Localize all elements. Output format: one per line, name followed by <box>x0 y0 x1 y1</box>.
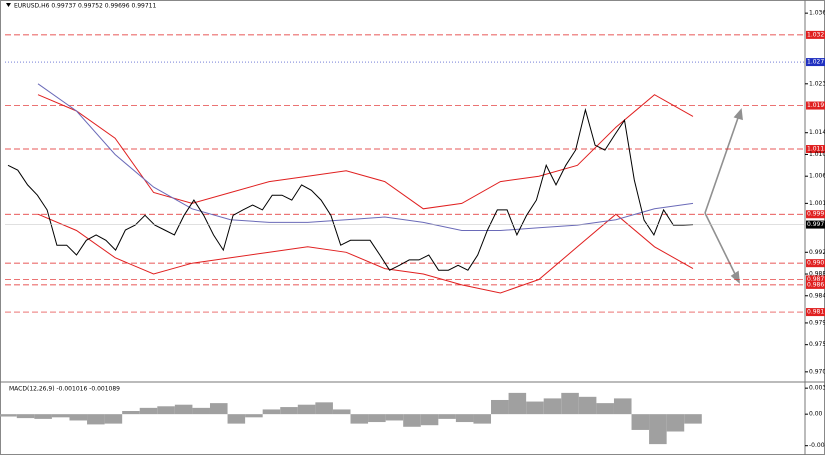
macd-bar <box>508 392 527 415</box>
macd-bar <box>473 414 492 424</box>
level-label-box <box>806 210 825 219</box>
y-tick-label: 0.988 <box>809 271 825 278</box>
y-tick-label: 1.036 <box>809 10 825 17</box>
y-tick-label: 0.979 <box>809 319 825 326</box>
macd-bar <box>280 407 298 415</box>
macd-bar <box>192 407 210 415</box>
price-label-box <box>806 220 825 229</box>
level-label: 0.981 <box>807 309 824 316</box>
macd-bar <box>420 414 439 426</box>
level-label: 0.999 <box>807 211 824 218</box>
macd-bar <box>0 414 17 417</box>
macd-bar <box>262 409 281 415</box>
y-tick-label: 0.0033 <box>809 385 825 392</box>
macd-bar <box>438 414 456 419</box>
level-label: 0.987 <box>807 276 824 283</box>
y-tick-label: 1.006 <box>809 173 825 180</box>
macd-bar <box>491 399 509 415</box>
macd-bar <box>455 414 474 423</box>
level-label-box <box>806 259 825 268</box>
y-tick-label: 1.014 <box>809 129 825 136</box>
y-tick-label: 0.970 <box>809 368 825 375</box>
level-label-box <box>806 101 825 110</box>
forecast-arrows <box>704 108 743 284</box>
macd-bar <box>245 414 263 418</box>
macd-bar <box>297 404 316 415</box>
y-tick-label: -0.004 <box>809 442 825 449</box>
band-line <box>37 94 694 210</box>
macd-bar <box>684 414 702 424</box>
macd-bar <box>649 414 667 445</box>
macd-bar <box>578 396 597 415</box>
macd-bar <box>332 409 351 415</box>
macd-bar <box>596 403 614 415</box>
macd-bar <box>227 414 246 424</box>
macd-bar <box>631 414 650 430</box>
price-label: 0.997 <box>807 221 824 228</box>
macd-bar <box>209 403 228 415</box>
macd-bar <box>16 414 35 419</box>
y-tick-label: 1.001 <box>809 200 825 207</box>
macd-bar <box>139 407 158 415</box>
price-line <box>7 107 694 271</box>
macd-title: MACD(12,26,9) -0.001016 -0.001089 <box>9 386 120 393</box>
macd-bar <box>87 414 105 425</box>
level-label: 1.019 <box>807 102 824 109</box>
level-label: 0.986 <box>807 281 824 288</box>
chart-title: EURUSD,H6 0.99737 0.99752 0.99696 0.9971… <box>14 3 156 10</box>
level-label-box <box>806 280 825 289</box>
level-label: 1.032 <box>807 31 824 38</box>
macd-bar <box>666 414 685 432</box>
level-label-box <box>806 58 825 67</box>
level-label: 1.027 <box>807 59 824 66</box>
macd-bar <box>157 406 175 415</box>
macd-bar <box>34 414 52 419</box>
macd-bar <box>613 398 632 415</box>
macd-bar <box>69 414 88 421</box>
macd-bar <box>385 414 404 421</box>
menu-arrow[interactable] <box>6 3 11 7</box>
level-label-box <box>806 145 825 154</box>
band-line <box>37 213 694 294</box>
macd-bar <box>526 401 544 415</box>
y-tick-label: 0.992 <box>809 249 825 256</box>
level-label: 0.990 <box>807 260 824 267</box>
y-tick-label: 0.984 <box>809 292 825 299</box>
level-label-box <box>806 308 825 317</box>
macd-bar <box>174 404 193 415</box>
y-tick-label: 1.010 <box>809 151 825 158</box>
level-label-box <box>806 275 825 284</box>
level-label: 1.011 <box>807 146 824 153</box>
macd-bar <box>122 411 140 415</box>
macd-bar <box>368 414 386 423</box>
y-tick-label: 1.023 <box>809 80 825 87</box>
macd-bar <box>543 398 562 415</box>
macd-bar <box>51 414 70 418</box>
macd-bar <box>104 414 123 424</box>
macd-bar <box>315 402 333 415</box>
y-tick-label: 0.00 <box>809 411 823 418</box>
y-tick-label: 0.975 <box>809 341 825 348</box>
level-label-box <box>806 30 825 39</box>
macd-bar <box>350 414 369 424</box>
macd-bar <box>561 392 579 415</box>
macd-bar <box>403 414 421 427</box>
band-line <box>37 83 694 231</box>
